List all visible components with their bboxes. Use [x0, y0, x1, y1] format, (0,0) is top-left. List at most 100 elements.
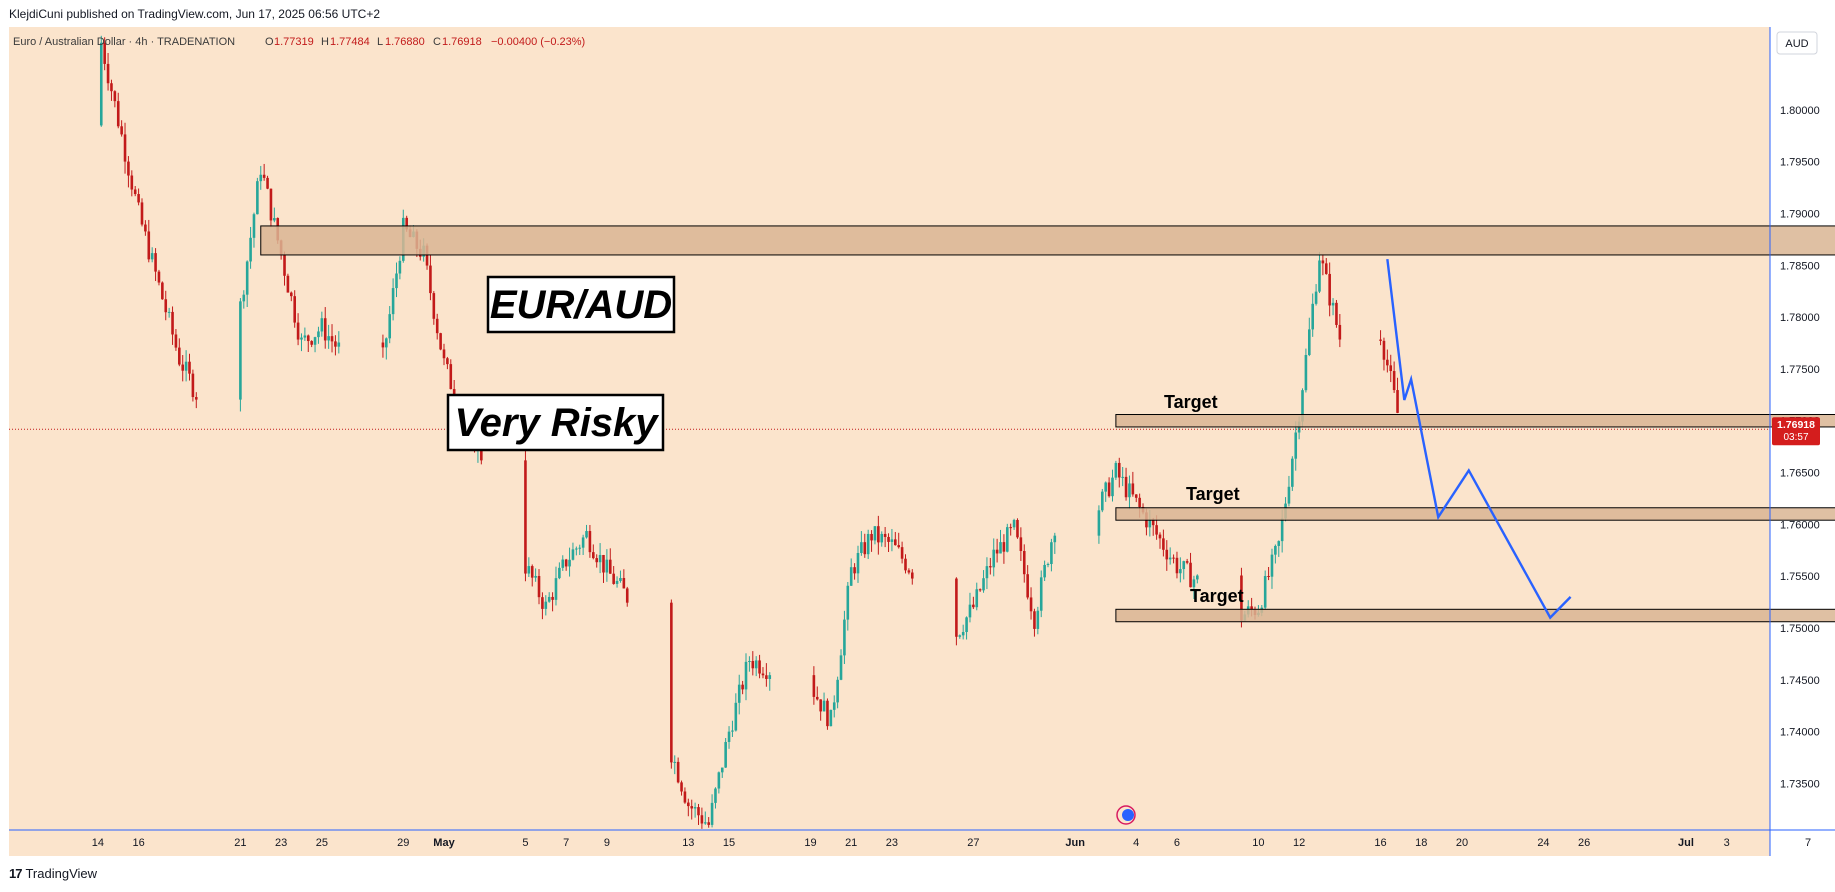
- candle-body: [113, 91, 117, 102]
- candle-body: [1338, 324, 1342, 340]
- candle-body: [731, 730, 734, 732]
- price-tick: 1.78500: [1780, 260, 1820, 272]
- candle-body: [568, 559, 571, 567]
- candle-body: [1019, 537, 1023, 552]
- candle-body: [269, 188, 273, 221]
- candle-body: [290, 292, 293, 297]
- candle-body: [839, 655, 843, 680]
- time-tick: 7: [563, 837, 569, 849]
- candle-body: [751, 660, 755, 669]
- candle-body: [595, 558, 599, 563]
- candle-body: [714, 788, 717, 803]
- time-tick: 25: [316, 837, 328, 849]
- candle-body: [286, 275, 290, 293]
- candle-body: [734, 702, 738, 731]
- ohlc-open: 1.77319: [274, 36, 314, 48]
- candle-body: [242, 294, 246, 302]
- candle-body: [819, 699, 822, 712]
- candle-body: [147, 231, 151, 260]
- time-tick: 27: [967, 837, 979, 849]
- candle-body: [853, 567, 856, 574]
- candle-body: [1263, 576, 1267, 608]
- candle-body: [897, 545, 901, 548]
- candle-body: [999, 542, 1002, 554]
- candle-body: [846, 585, 850, 620]
- candle-body: [1175, 557, 1179, 574]
- ohlc-high-label: H: [321, 36, 329, 48]
- candle-body: [1291, 458, 1294, 487]
- candle-body: [1382, 340, 1386, 360]
- candle-body: [1155, 525, 1158, 535]
- candle-body: [429, 265, 432, 294]
- candle-body: [1012, 519, 1016, 528]
- zone-target-1[interactable]: [1115, 414, 1835, 428]
- events-marker[interactable]: [1116, 805, 1136, 825]
- ohlc-low-label: L: [377, 36, 383, 48]
- candle-body: [887, 536, 890, 542]
- candle-body: [130, 175, 134, 190]
- candle-body: [1128, 483, 1131, 498]
- candle-body: [167, 311, 171, 313]
- candle-body: [256, 181, 259, 215]
- candle-body: [863, 542, 867, 555]
- candle-body: [273, 218, 276, 221]
- candle-body: [317, 331, 320, 338]
- time-axis[interactable]: 14 16 21 23 25 29 May 5 7 9 13 15 19 21 23 27 Jun 4 6 10 12 1…: [92, 837, 1835, 849]
- candle-body: [673, 761, 677, 763]
- candle-body: [245, 261, 249, 295]
- candle-body: [435, 318, 439, 334]
- candle-body: [1392, 371, 1396, 391]
- candle-body: [564, 559, 568, 567]
- time-tick: 21: [845, 837, 857, 849]
- candle-body: [1097, 510, 1101, 536]
- candle-body: [680, 782, 683, 792]
- price-tick: 1.75500: [1780, 571, 1820, 583]
- price-axis[interactable]: 1.80000 1.79500 1.79000 1.78500 1.78000 1.775…: [1780, 105, 1820, 790]
- candle-body: [1240, 575, 1243, 621]
- candle-body: [571, 549, 575, 560]
- currency-button[interactable]: AUD: [1776, 31, 1818, 55]
- candle-body: [612, 573, 615, 584]
- price-tick: 1.77500: [1780, 364, 1820, 376]
- candle-body: [870, 533, 873, 541]
- candle-body: [259, 174, 263, 182]
- candle-body: [106, 63, 110, 84]
- zone-target-3[interactable]: [1115, 608, 1835, 623]
- candle-body: [1335, 302, 1338, 325]
- time-tick: 5: [522, 837, 528, 849]
- ohlc-close-label: C: [433, 36, 441, 48]
- candle-body: [965, 617, 968, 633]
- candle-body: [110, 83, 113, 92]
- candle-body: [1117, 462, 1121, 478]
- candle-body: [306, 335, 310, 342]
- candle-body: [877, 526, 880, 543]
- candle-body: [1148, 519, 1152, 528]
- candle-body: [249, 237, 252, 262]
- target-label-2: Target: [1186, 484, 1240, 504]
- time-tick: May: [433, 837, 455, 849]
- pair-title: EUR/AUD: [490, 283, 672, 327]
- candle-body: [252, 214, 256, 238]
- candle-body: [890, 539, 894, 542]
- price-tick: 1.75000: [1780, 623, 1820, 635]
- candle-body: [1016, 519, 1019, 538]
- candle-body: [615, 580, 619, 584]
- candle-body: [123, 134, 127, 162]
- candle-body: [300, 337, 303, 340]
- candle-body: [856, 552, 860, 574]
- candle-body: [703, 822, 707, 824]
- zone-target-2[interactable]: [1115, 507, 1835, 521]
- time-tick: 23: [275, 837, 287, 849]
- zone-resistance[interactable]: [260, 225, 1835, 256]
- candle-body: [1274, 545, 1277, 555]
- candle-body: [480, 443, 483, 461]
- candle-body: [334, 341, 337, 347]
- candle-body: [398, 260, 402, 274]
- candle-body: [1294, 432, 1298, 459]
- candle-body: [99, 42, 103, 126]
- candle-body: [1002, 542, 1006, 552]
- candle-body: [598, 554, 602, 563]
- bar-countdown: 03:57: [1783, 432, 1808, 443]
- candle-body: [551, 596, 554, 600]
